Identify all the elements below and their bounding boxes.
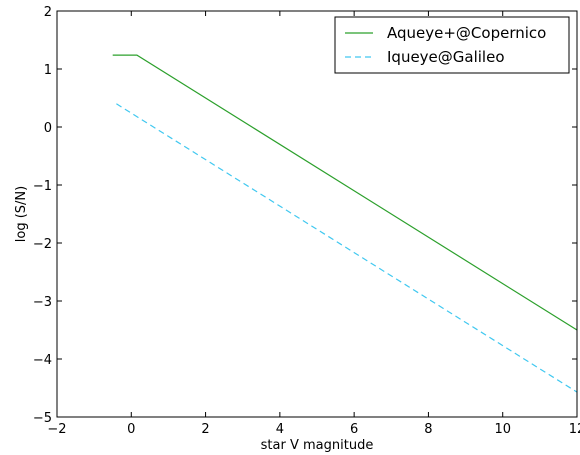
legend: Aqueye+@Copernico Iqueye@Galileo <box>334 16 570 74</box>
x-tick-label: 4 <box>276 422 284 437</box>
series-line-iqueye <box>116 103 578 393</box>
legend-label-aqueye: Aqueye+@Copernico <box>387 24 546 42</box>
y-tick-label: 2 <box>44 5 52 20</box>
y-tick-label: −5 <box>33 411 52 426</box>
x-tick-label: 8 <box>424 422 432 437</box>
plot-area <box>57 11 577 417</box>
x-axis-label: star V magnitude <box>261 438 374 453</box>
plot-frame <box>56 10 578 418</box>
y-tick-label: 0 <box>44 121 52 136</box>
y-tick-label: −4 <box>33 353 52 368</box>
x-tick-label: 10 <box>494 422 511 437</box>
series-layer <box>112 54 578 393</box>
x-tick-label: 2 <box>201 422 209 437</box>
legend-label-iqueye: Iqueye@Galileo <box>387 48 505 66</box>
x-tick-label: 6 <box>350 422 358 437</box>
y-tick-label: −3 <box>33 295 52 310</box>
x-tick-label: −2 <box>47 422 66 437</box>
series-line-aqueye <box>112 54 578 331</box>
x-tick-label: 0 <box>127 422 135 437</box>
x-tick-label: 12 <box>569 422 580 437</box>
y-tick-label: −2 <box>33 237 52 252</box>
y-axis-label: log (S/N) <box>14 186 29 242</box>
y-tick-label: 1 <box>44 63 52 78</box>
legend-box <box>334 16 570 74</box>
y-tick-label: −1 <box>33 179 52 194</box>
